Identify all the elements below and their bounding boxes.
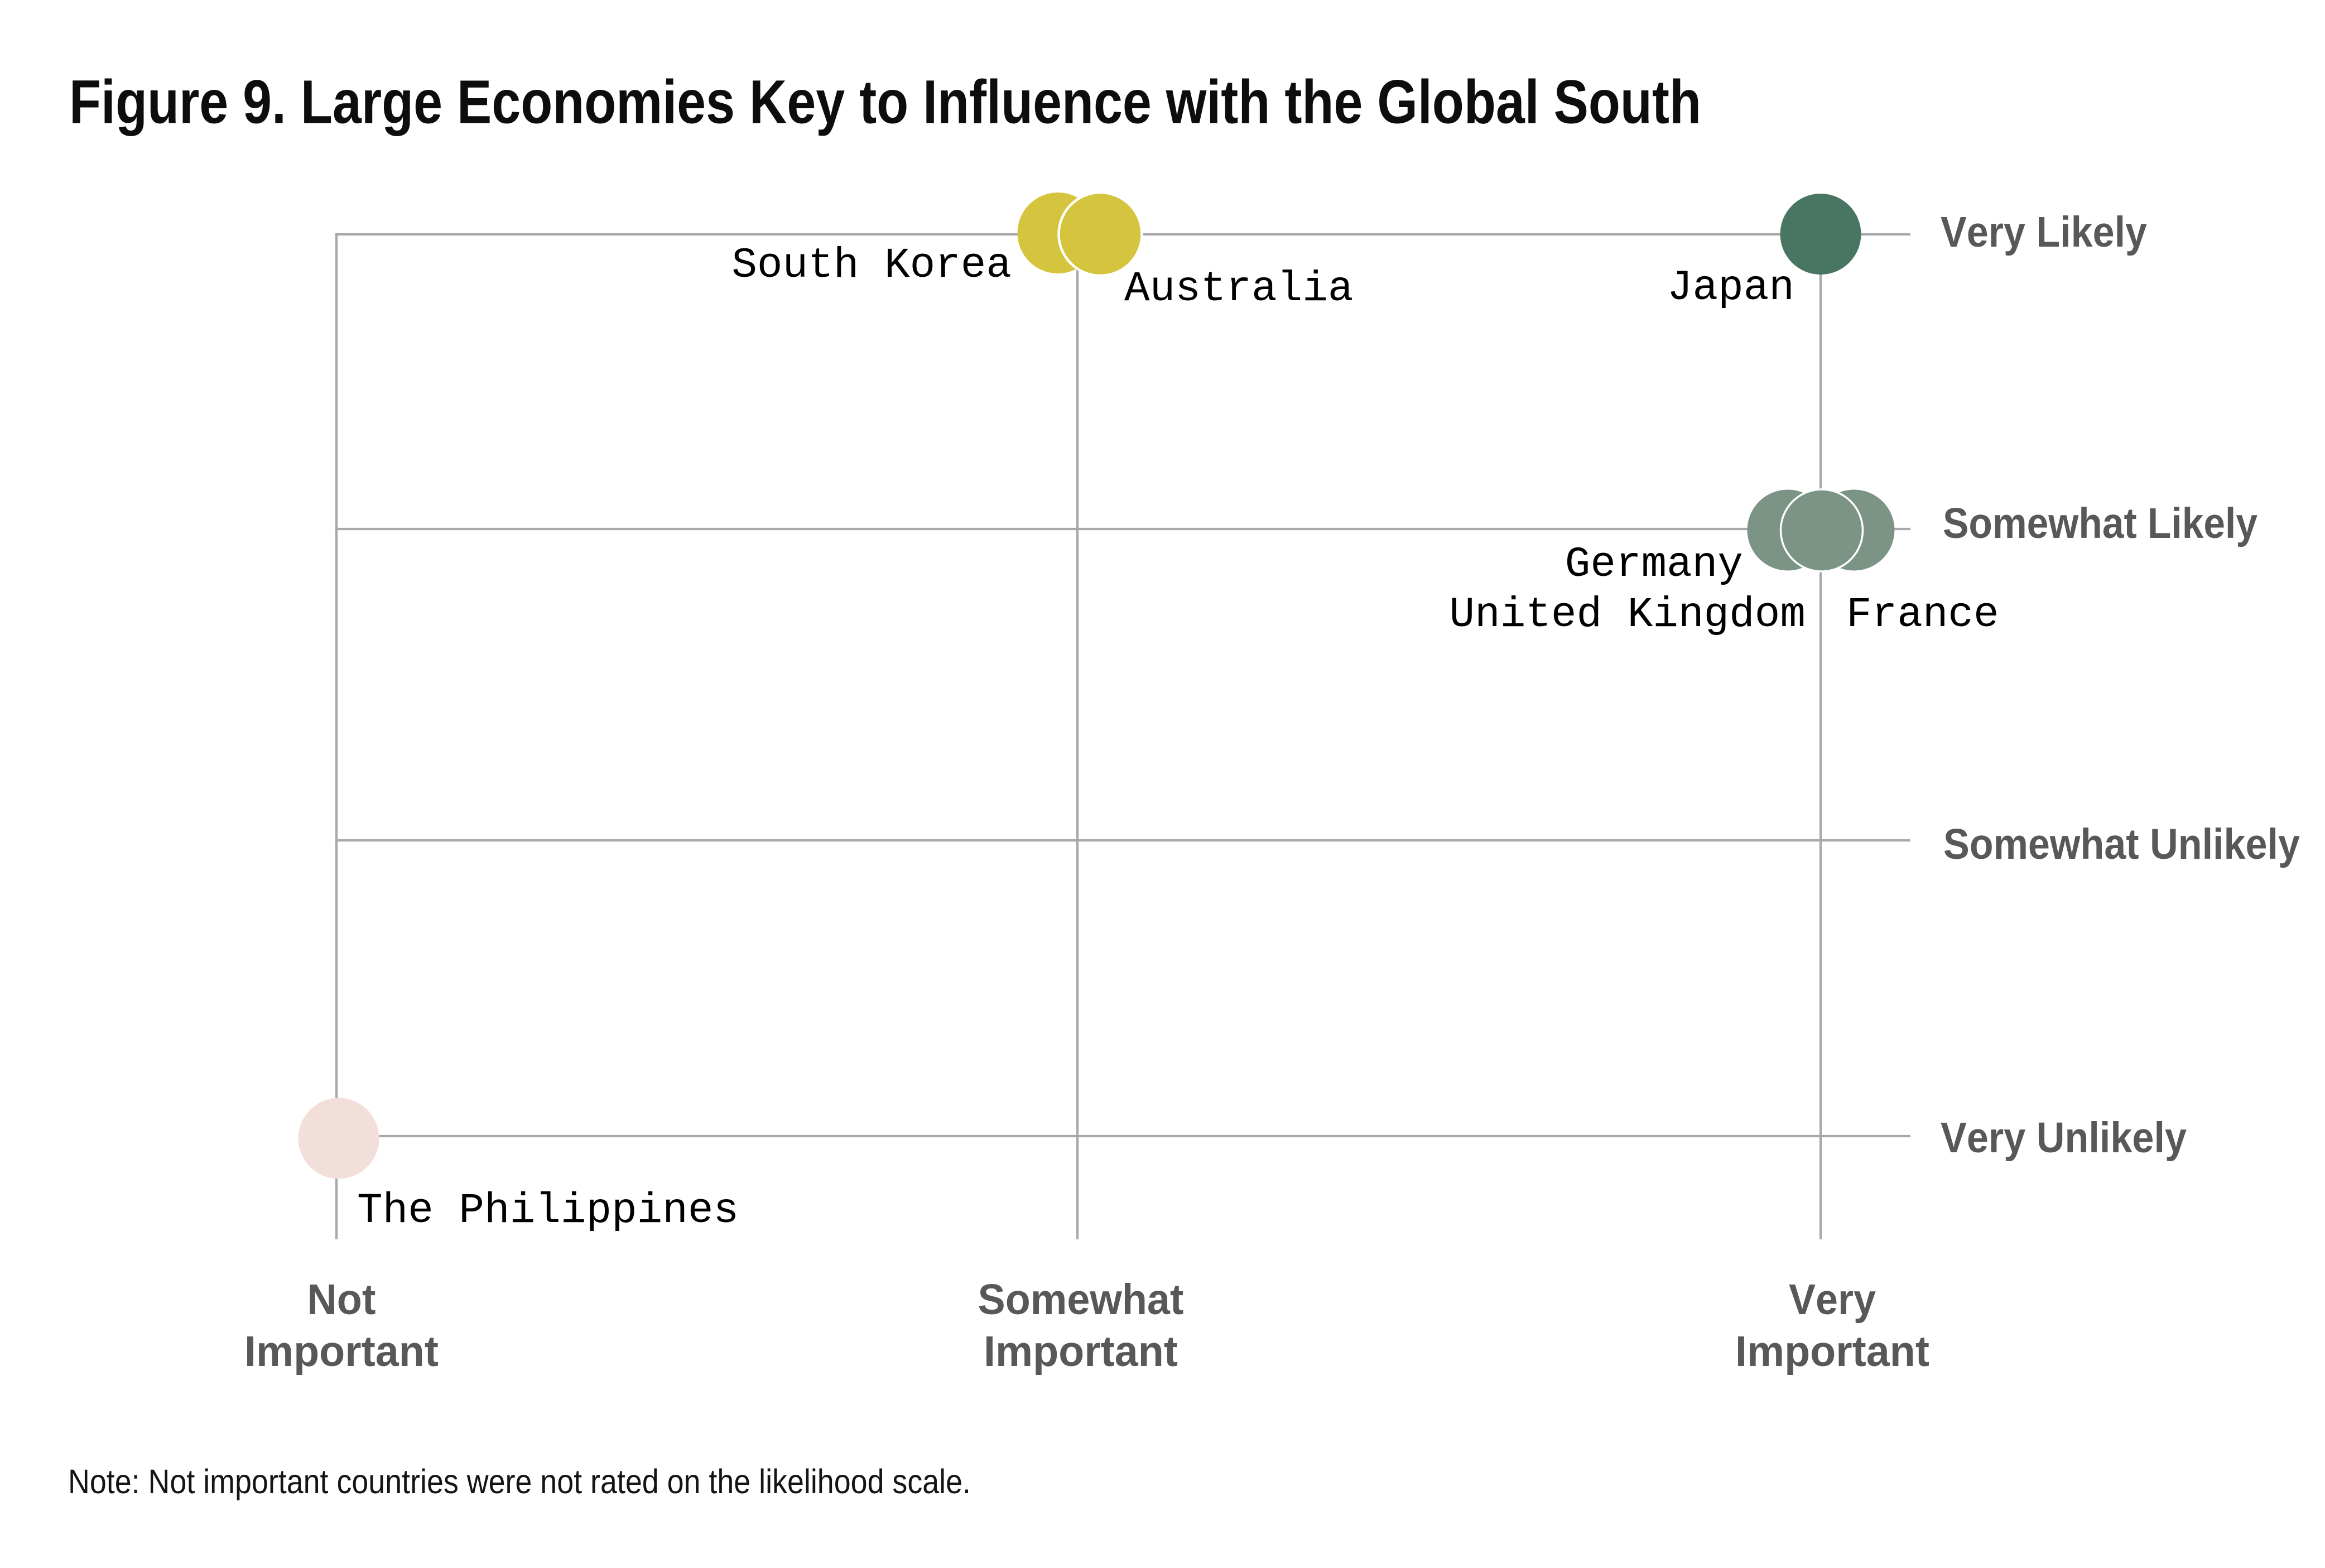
svg-text:United Kingdom: United Kingdom — [1449, 591, 1806, 639]
svg-text:Note: Not important countries: Note: Not important countries were not r… — [68, 1463, 971, 1500]
svg-text:Japan: Japan — [1667, 264, 1794, 312]
svg-text:The Philippines: The Philippines — [357, 1187, 739, 1235]
svg-text:Figure 9. Large Economies Key: Figure 9. Large Economies Key to Influen… — [69, 68, 1701, 137]
svg-text:South Korea: South Korea — [731, 242, 1012, 290]
svg-text:Important: Important — [984, 1327, 1178, 1375]
svg-text:Very Likely: Very Likely — [1941, 208, 2147, 256]
svg-text:Very Unlikely: Very Unlikely — [1941, 1114, 2187, 1162]
svg-text:Very: Very — [1789, 1276, 1876, 1324]
svg-text:Not: Not — [307, 1276, 376, 1324]
svg-text:Important: Important — [244, 1327, 439, 1375]
svg-text:France: France — [1846, 591, 1999, 639]
svg-text:Australia: Australia — [1124, 265, 1353, 313]
svg-text:Important: Important — [1735, 1327, 1929, 1375]
svg-text:Somewhat Likely: Somewhat Likely — [1943, 499, 2257, 547]
svg-text:Somewhat Unlikely: Somewhat Unlikely — [1943, 820, 2300, 868]
svg-text:Germany: Germany — [1565, 541, 1743, 589]
svg-text:Somewhat: Somewhat — [978, 1276, 1184, 1324]
